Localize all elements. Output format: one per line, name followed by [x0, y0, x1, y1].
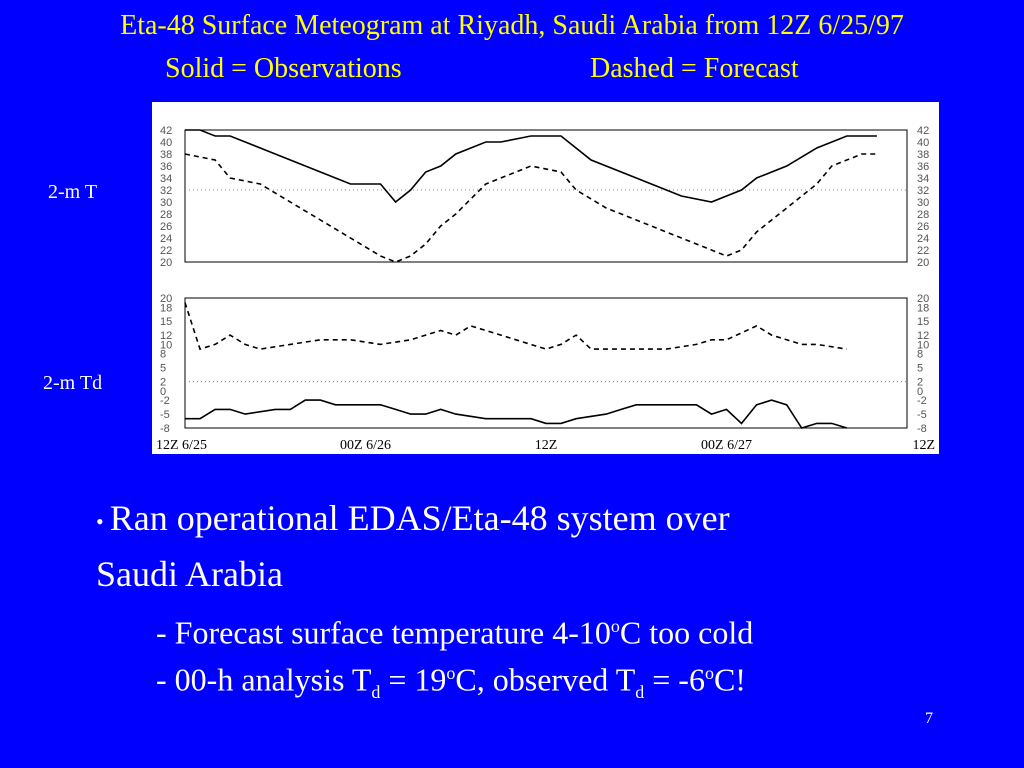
bullet-main-cont: Saudi Arabia — [96, 548, 976, 600]
x-tick-label: 12Z — [912, 438, 935, 453]
y-tick-label-left: 15 — [160, 316, 172, 328]
y-tick-label-left: 36 — [160, 161, 172, 173]
sub-bullet-forecast: - Forecast surface temperature 4-10oC to… — [156, 600, 753, 659]
y-tick-label-left: 24 — [160, 233, 172, 245]
y-tick-label-left: 32 — [160, 185, 172, 197]
x-tick-label: 00Z 6/27 — [701, 438, 752, 453]
x-tick-label: 12Z — [535, 438, 558, 453]
page-number: 7 — [925, 710, 933, 727]
y-tick-label-left: 20 — [160, 257, 172, 269]
y-tick-label-left: 22 — [160, 245, 172, 257]
sub2-text-c: C, observed T — [455, 661, 636, 698]
legend-solid-label: Solid = Observations — [165, 53, 402, 84]
y-tick-label-left: 38 — [160, 149, 172, 161]
sub2-text-a: - 00-h analysis T — [156, 661, 372, 698]
y-tick-label-left: 5 — [160, 363, 166, 375]
y-tick-label-left: 2 — [160, 377, 166, 389]
y-tick-label-right: 28 — [917, 209, 929, 221]
sub-bullet-analysis: - 00-h analysis Td = 19oC, observed Td =… — [156, 647, 746, 718]
y-tick-label-left: 10 — [160, 339, 172, 351]
y-tick-label-right: 24 — [917, 233, 929, 245]
bullet-main-text-1: Ran operational EDAS/Eta-48 system over — [109, 498, 730, 538]
y-tick-label-right: -8 — [917, 423, 927, 435]
y-tick-label-right: 0 — [917, 386, 923, 398]
y-tick-label-right: 18 — [917, 302, 929, 314]
x-tick-label: 12Z 6/25 — [156, 438, 207, 453]
y-tick-label-right: 2 — [917, 377, 923, 389]
y-tick-label-right: 36 — [917, 161, 929, 173]
y-tick-label-right: 10 — [917, 339, 929, 351]
y-tick-label-left: -2 — [160, 395, 170, 407]
y-tick-label-right: 38 — [917, 149, 929, 161]
y-tick-label-left: 20 — [160, 293, 172, 305]
observation-line-1 — [185, 399, 848, 429]
y-tick-label-left: 40 — [160, 137, 172, 149]
y-tick-label-left: 0 — [160, 386, 166, 398]
y-tick-label-left: 30 — [160, 197, 172, 209]
y-tick-label-right: 32 — [917, 185, 929, 197]
y-tick-label-left: -5 — [160, 409, 170, 421]
plot-frame-0 — [184, 129, 908, 263]
y-tick-label-right: 20 — [917, 293, 929, 305]
bullet-dot-icon: • — [96, 508, 104, 534]
y-tick-label-right: 34 — [917, 173, 929, 185]
y-tick-label-left: 12 — [160, 330, 172, 342]
y-tick-label-right: 20 — [917, 257, 929, 269]
forecast-line-1 — [184, 302, 847, 351]
y-tick-label-left: 34 — [160, 173, 172, 185]
sub2-sup2: o — [704, 663, 714, 683]
bullet-main-text-2: Saudi Arabia — [96, 553, 283, 594]
y-tick-label-left: 8 — [160, 349, 166, 361]
y-tick-label-right: 5 — [917, 363, 923, 375]
sub2-sub2: d — [635, 682, 645, 703]
bullet-list: • Ran operational EDAS/Eta-48 system over… — [96, 492, 976, 702]
legend-dashed-label: Dashed = Forecast — [590, 53, 799, 84]
y-tick-label-left: 42 — [160, 125, 172, 137]
x-tick-label: 00Z 6/26 — [340, 438, 391, 453]
bullet-main: • Ran operational EDAS/Eta-48 system over — [96, 492, 976, 548]
sub2-sup1: o — [446, 663, 456, 683]
forecast-line-0 — [184, 153, 877, 263]
y-tick-label-right: 40 — [917, 137, 929, 149]
y-tick-label-left: -8 — [160, 423, 170, 435]
sub1-text-end: C too cold — [619, 614, 754, 651]
meteogram-chart: 20 20 22 22 24 24 26 26 28 28 30 30 32 32 34 34 36 36 38 38… — [152, 102, 939, 454]
sub2-text-d: = -6 — [644, 661, 705, 698]
y-tick-label-right: -2 — [917, 395, 927, 407]
observation-line-0 — [185, 129, 877, 204]
y-tick-label-right: 15 — [917, 316, 929, 328]
y-tick-label-right: -5 — [917, 409, 927, 421]
y-tick-label-right: 26 — [917, 221, 929, 233]
sub2-text-e: C! — [713, 661, 746, 698]
y-tick-label-right: 22 — [917, 245, 929, 257]
plot-frame-1 — [184, 297, 908, 429]
sub2-sub1: d — [371, 682, 381, 703]
sub2-text-b: = 19 — [380, 661, 447, 698]
y-tick-label-right: 42 — [917, 125, 929, 137]
panel-label-temperature: 2-m T — [48, 181, 98, 203]
y-tick-label-right: 12 — [917, 330, 929, 342]
sub1-text: - Forecast surface temperature 4-10 — [156, 614, 611, 651]
slide-title: Eta-48 Surface Meteogram at Riyadh, Saud… — [120, 10, 904, 41]
sub1-sup: o — [610, 616, 620, 636]
y-tick-label-right: 8 — [917, 349, 923, 361]
y-tick-label-right: 30 — [917, 197, 929, 209]
panel-label-dewpoint: 2-m Td — [43, 372, 103, 394]
y-tick-label-left: 18 — [160, 302, 172, 314]
y-tick-label-left: 26 — [160, 221, 172, 233]
y-tick-label-left: 28 — [160, 209, 172, 221]
